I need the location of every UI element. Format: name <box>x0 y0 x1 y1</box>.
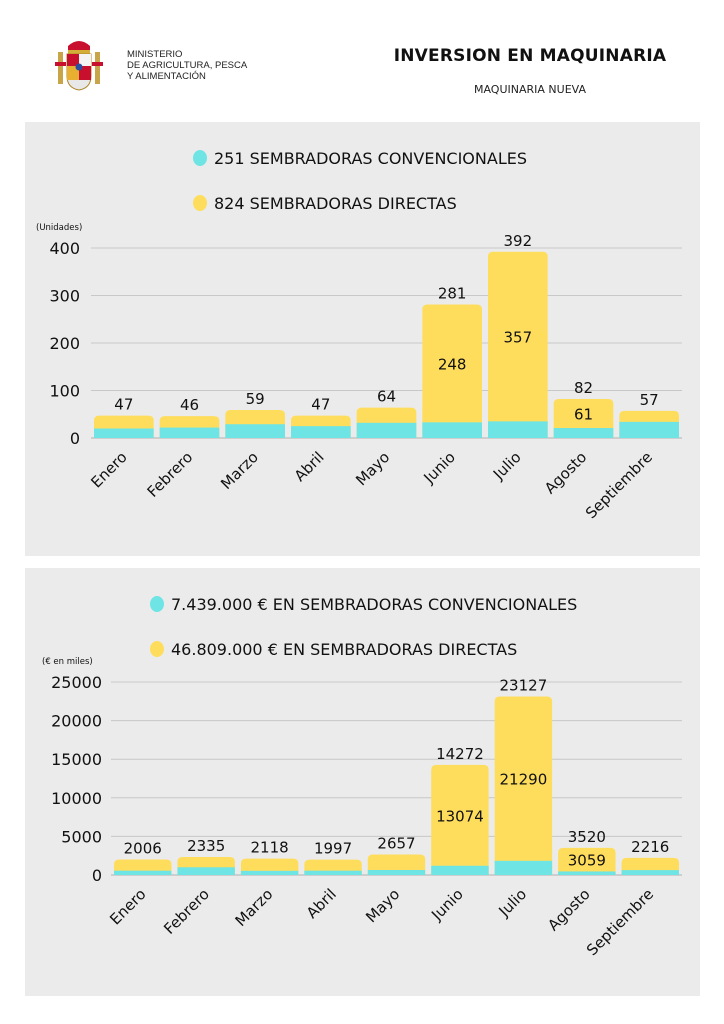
x-tick-label-junio: Junio <box>420 448 459 487</box>
bar-directas-julio <box>488 251 548 438</box>
x-tick-label-septiembre: Septiembre <box>582 448 656 522</box>
bar-directas-mayo <box>367 854 426 875</box>
x-tick-label-mayo: Mayo <box>362 885 403 926</box>
bar-convencionales-marzo <box>225 424 285 438</box>
inner-label-agosto: 3059 <box>568 852 606 870</box>
bar-convencionales-julio <box>488 421 548 438</box>
total-label-mayo: 2657 <box>377 834 415 852</box>
x-tick-label-mayo: Mayo <box>352 448 393 489</box>
ministry-line: DE AGRICULTURA, PESCA <box>127 60 248 71</box>
inner-label-junio: 13074 <box>436 807 484 825</box>
x-tick-label-abril: Abril <box>291 448 328 485</box>
x-tick-label-febrero: Febrero <box>144 448 197 501</box>
x-tick-label-agosto: Agosto <box>544 885 593 934</box>
units-chart-panel: 251 SEMBRADORAS CONVENCIONALES 824 SEMBRA… <box>25 122 700 556</box>
legend-label-convencionales: 7.439.000 € EN SEMBRADORAS CONVENCIONALE… <box>171 595 577 614</box>
x-tick-label-julio: Julio <box>489 448 525 484</box>
y-tick-label: 5000 <box>61 827 102 846</box>
x-tick-label-enero: Enero <box>106 885 149 928</box>
spain-coat-of-arms-icon <box>55 41 103 91</box>
inner-label-agosto: 61 <box>574 406 593 424</box>
total-label-marzo: 59 <box>246 390 265 408</box>
ministry-line: MINISTERIO <box>127 49 183 60</box>
total-label-agosto: 3520 <box>568 828 606 846</box>
x-tick-label-marzo: Marzo <box>217 448 262 493</box>
ministry-name: MINISTERIO DE AGRICULTURA, PESCA Y ALIME… <box>127 49 247 82</box>
bar-convencionales-febrero <box>159 427 220 438</box>
bar-convencionales-junio <box>431 865 489 875</box>
x-tick-label-junio: Junio <box>427 885 466 924</box>
y-tick-label: 0 <box>70 429 80 448</box>
bar-directas-junio <box>431 764 489 875</box>
y-tick-label: 20000 <box>51 712 102 731</box>
total-label-septiembre: 57 <box>640 391 659 409</box>
ministry-line: Y ALIMENTACIÓN <box>127 71 206 82</box>
x-tick-label-enero: Enero <box>87 448 130 491</box>
x-tick-label-septiembre: Septiembre <box>583 885 657 959</box>
bar-convencionales-abril <box>304 870 362 875</box>
total-label-julio: 23127 <box>500 676 548 694</box>
legend-label-convencionales: 251 SEMBRADORAS CONVENCIONALES <box>214 149 527 168</box>
legend-label-directas: 46.809.000 € EN SEMBRADORAS DIRECTAS <box>171 640 517 659</box>
total-label-agosto: 82 <box>574 379 593 397</box>
total-label-enero: 47 <box>114 396 133 414</box>
bar-directas-julio <box>494 696 553 875</box>
legend-swatch-convencionales <box>150 596 164 612</box>
bar-convencionales-agosto <box>553 428 614 438</box>
page-subtitle: MAQUINARIA NUEVA <box>473 83 586 96</box>
y-tick-label: 15000 <box>51 750 102 769</box>
total-label-abril: 1997 <box>314 840 352 858</box>
total-label-julio: 392 <box>504 232 533 250</box>
y-tick-label: 10000 <box>51 789 102 808</box>
bar-convencionales-marzo <box>240 870 299 875</box>
total-label-enero: 2006 <box>124 840 162 858</box>
x-tick-label-abril: Abril <box>303 885 340 922</box>
units-chart: 251 SEMBRADORAS CONVENCIONALES 824 SEMBRA… <box>36 149 682 522</box>
bar-directas-agosto <box>558 847 616 875</box>
inner-label-julio: 357 <box>504 329 533 347</box>
y-axis-label: (€ en miles) <box>42 657 93 667</box>
inner-label-junio: 248 <box>438 355 467 373</box>
y-tick-label: 200 <box>49 334 80 353</box>
y-tick-label: 300 <box>49 287 80 306</box>
x-tick-label-julio: Julio <box>495 885 531 921</box>
legend-swatch-convencionales <box>193 150 207 166</box>
legend-swatch-directas <box>193 195 207 211</box>
bar-convencionales-julio <box>494 860 553 875</box>
y-tick-label: 25000 <box>51 673 102 692</box>
bar-directas-junio <box>422 304 482 438</box>
bar-convencionales-enero <box>94 428 154 438</box>
bar-convencionales-enero <box>114 870 172 875</box>
total-label-febrero: 2335 <box>187 837 225 855</box>
legend-swatch-directas <box>150 641 164 657</box>
bar-convencionales-febrero <box>177 867 235 875</box>
x-tick-label-agosto: Agosto <box>541 448 590 497</box>
page-title: INVERSION EN MAQUINARIA <box>393 46 667 66</box>
total-label-junio: 14272 <box>436 745 484 763</box>
bar-convencionales-mayo <box>356 422 417 438</box>
investment-chart: 7.439.000 € EN SEMBRADORAS CONVENCIONALE… <box>42 595 682 959</box>
legend-label-directas: 824 SEMBRADORAS DIRECTAS <box>214 194 457 213</box>
bar-convencionales-agosto <box>558 871 616 875</box>
y-axis-label: (Unidades) <box>36 223 82 233</box>
bar-convencionales-abril <box>291 426 351 438</box>
x-tick-label-febrero: Febrero <box>160 885 213 938</box>
investment-chart-panel: 7.439.000 € EN SEMBRADORAS CONVENCIONALE… <box>25 568 700 996</box>
bar-convencionales-septiembre <box>619 421 679 438</box>
inner-label-julio: 21290 <box>500 771 548 789</box>
y-tick-label: 0 <box>92 866 102 885</box>
total-label-junio: 281 <box>438 285 467 303</box>
bar-convencionales-junio <box>422 422 482 438</box>
bar-convencionales-mayo <box>367 869 426 875</box>
y-tick-label: 100 <box>49 382 80 401</box>
bar-convencionales-septiembre <box>621 870 679 875</box>
total-label-mayo: 64 <box>377 388 396 406</box>
x-tick-label-marzo: Marzo <box>232 885 277 930</box>
total-label-abril: 47 <box>311 396 330 414</box>
total-label-febrero: 46 <box>180 396 199 414</box>
total-label-septiembre: 2216 <box>631 838 669 856</box>
total-label-marzo: 2118 <box>251 839 289 857</box>
y-tick-label: 400 <box>49 239 80 258</box>
